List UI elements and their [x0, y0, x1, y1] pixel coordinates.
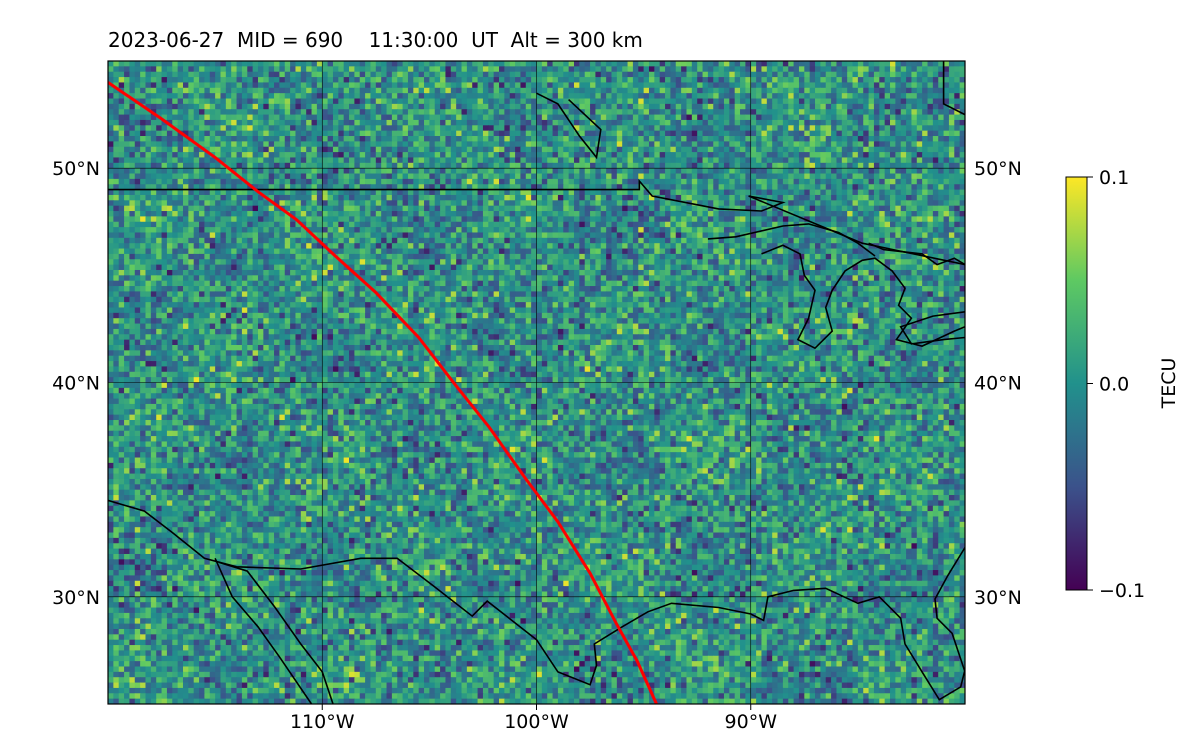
chart-title: 2023-06-27 MID = 690 11:30:00 UT Alt = 3… — [108, 28, 643, 52]
colorbar-tick-label: 0.0 — [1099, 374, 1129, 396]
coastline-segment — [108, 499, 965, 701]
colorbar — [1065, 176, 1088, 591]
colorbar-ticks: 0.1 0.0 −0.1 — [1087, 167, 1145, 602]
coastlines — [108, 61, 965, 704]
x-tick-label: 100°W — [504, 711, 569, 733]
x-tick-label: 110°W — [290, 711, 355, 733]
x-tick-label: 90°W — [725, 711, 778, 733]
coastline-segment — [942, 61, 965, 116]
graticule — [108, 61, 965, 704]
y-tick-label-left: 40°N — [52, 373, 100, 395]
y-tick-label-left: 30°N — [52, 587, 100, 609]
y-tick-label-right: 30°N — [974, 587, 1022, 609]
colorbar-label: TECU — [1158, 358, 1180, 410]
coastline-segment — [707, 223, 876, 257]
coastline-segment — [899, 311, 965, 345]
tec-heatmap — [108, 61, 965, 704]
satellite-track — [108, 81, 658, 704]
coastline-segment — [536, 92, 602, 160]
coastline-segment — [934, 547, 965, 673]
coastline-segment — [219, 561, 334, 704]
y-tick-label-right: 40°N — [974, 373, 1022, 395]
colorbar-tick-label: 0.1 — [1099, 167, 1129, 189]
y-tick-label-right: 50°N — [974, 158, 1022, 180]
y-tick-label-left: 50°N — [52, 158, 100, 180]
coastline-segment — [214, 557, 313, 704]
axis-ticks: 110°W 100°W 90°W 30°N 30°N 40°N 40°N 50°N 50°N — [52, 158, 1022, 733]
coastline-segment — [761, 244, 965, 350]
coastline-segment — [868, 242, 965, 266]
colorbar-tick-label: −0.1 — [1099, 580, 1145, 602]
